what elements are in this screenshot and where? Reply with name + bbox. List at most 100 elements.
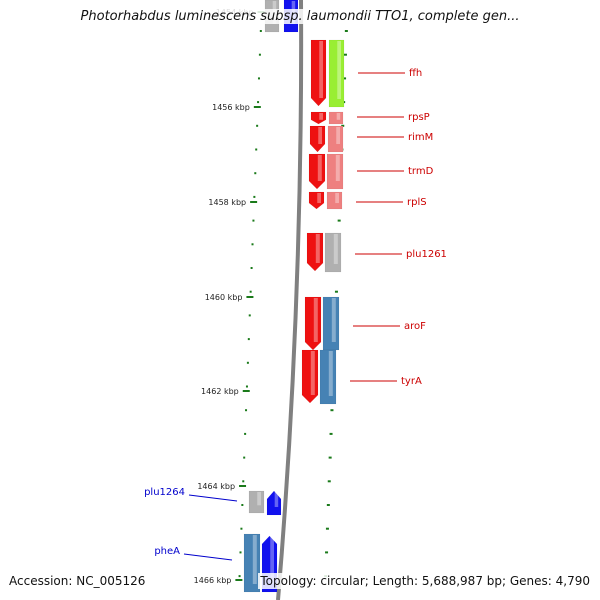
- gene-plu1261-arrow-highlight: [315, 234, 320, 263]
- gene-label-rpls[interactable]: rplS: [407, 197, 427, 208]
- gene-rpsp-partner-highlight: [336, 113, 341, 120]
- genes-layer: [243, 0, 345, 593]
- gene-arof-partner[interactable]: [322, 296, 340, 351]
- gene-ffh-partner[interactable]: [328, 39, 345, 108]
- gene-rimm-partner[interactable]: [327, 125, 344, 153]
- track-tick-dot: [328, 456, 332, 459]
- gene-plu1264-arrow-highlight: [274, 492, 279, 507]
- gene-trmd-arrow-highlight: [317, 155, 322, 181]
- gene-rpls-arrow-highlight: [317, 193, 321, 204]
- track-tick-dot: [243, 456, 246, 459]
- page-title: Photorhabdus luminescens subsp. laumondi…: [0, 9, 600, 24]
- gene-ffh-arrow[interactable]: [310, 39, 327, 107]
- scale-label: 1466 kbp: [194, 576, 232, 585]
- gene-rpls-partner[interactable]: [326, 191, 343, 210]
- track-tick-dot: [253, 195, 256, 198]
- gene-label-arof[interactable]: aroF: [404, 321, 426, 332]
- track-tick-dot: [249, 290, 252, 293]
- track-tick-dot: [257, 77, 260, 80]
- gene-arof-partner-highlight: [331, 298, 336, 342]
- track-tick-dot: [329, 432, 333, 435]
- track-tick-dot: [334, 290, 338, 293]
- track-tick-dot: [244, 432, 247, 435]
- gene-label-phea[interactable]: pheA: [154, 546, 180, 557]
- genome-summary-text: Topology: circular; Length: 5,688,987 bp…: [258, 573, 592, 589]
- track-tick-dot: [257, 101, 260, 104]
- track-tick-dot: [254, 172, 257, 175]
- gene-phea-partner-highlight: [252, 535, 257, 584]
- track-tick-dot: [330, 409, 334, 412]
- gene-plu1264-partner[interactable]: [248, 490, 265, 514]
- track-tick-dot: [240, 527, 243, 530]
- gene-arof-arrow[interactable]: [304, 296, 322, 351]
- track-tick-dot: [259, 30, 262, 32]
- gene-rpsp-partner[interactable]: [328, 111, 344, 125]
- track-tick-dot: [341, 124, 345, 127]
- track-tick-dot: [325, 551, 329, 554]
- gene-label-tyra[interactable]: tyrA: [401, 376, 422, 387]
- gene-plu1261-partner[interactable]: [324, 232, 342, 273]
- scale-major-tick: [250, 201, 258, 203]
- track-tick-dot: [238, 575, 241, 578]
- track-tick-dot: [326, 504, 330, 506]
- track-tick-dot: [248, 314, 251, 317]
- track-tick-dot: [256, 124, 259, 127]
- gene-plu1261-partner-highlight: [333, 234, 338, 264]
- gene-rpsp-arrow-highlight: [319, 113, 323, 120]
- gene-label-plu1264[interactable]: plu1264: [144, 487, 185, 498]
- scale-label: 1464 kbp: [197, 482, 235, 491]
- gene-rimm-arrow[interactable]: [309, 125, 326, 153]
- gene-tyra-arrow[interactable]: [301, 349, 319, 404]
- gene-rimm-partner-highlight: [336, 127, 340, 144]
- gene-plu1264-arrow[interactable]: [266, 490, 282, 516]
- track-tick-dot: [325, 527, 329, 530]
- accession-text: Accession: NC_005126: [7, 573, 148, 589]
- gene-trmd-arrow[interactable]: [308, 153, 326, 190]
- gene-label-ffh[interactable]: ffh: [409, 68, 422, 79]
- gene-ffh-arrow-highlight: [319, 41, 323, 98]
- track-tick-dot: [252, 219, 255, 222]
- gene-tyra-partner-highlight: [328, 351, 333, 396]
- gene-label-trmd[interactable]: trmD: [408, 166, 434, 177]
- track-tick-dot: [343, 53, 347, 56]
- track-tick-dot: [337, 219, 341, 222]
- gene-trmd-partner[interactable]: [326, 153, 344, 190]
- gene-rpsp-arrow[interactable]: [310, 111, 327, 125]
- scale-label: 1462 kbp: [201, 387, 239, 396]
- gene-label-rimm[interactable]: rimM: [408, 132, 433, 143]
- gene-arof-arrow-highlight: [313, 298, 318, 342]
- scale-label: 1460 kbp: [205, 293, 243, 302]
- scale-major-tick: [253, 106, 261, 108]
- gene-tyra-arrow-highlight: [310, 351, 315, 395]
- track-tick-dot: [343, 77, 347, 80]
- scale-label: 1456 kbp: [212, 103, 250, 112]
- gene-label-rpsp[interactable]: rpsP: [408, 112, 430, 123]
- track-tick-dot: [247, 338, 250, 341]
- gene-rpls-arrow[interactable]: [308, 191, 325, 210]
- gene-rpls-partner-highlight: [335, 193, 339, 204]
- track-tick-dot: [242, 480, 245, 483]
- scale-label: 1458 kbp: [208, 198, 246, 207]
- gene-phea-leader: [183, 553, 233, 561]
- track-tick-dot: [344, 30, 348, 32]
- gene-rimm-arrow-highlight: [318, 127, 322, 144]
- track-tick-dot: [258, 53, 261, 56]
- track-tick-dot: [246, 361, 249, 364]
- track-tick-dot: [251, 243, 254, 246]
- scale-major-tick: [239, 485, 247, 487]
- scale-major-tick: [235, 579, 243, 581]
- gene-tyra-partner[interactable]: [319, 349, 337, 405]
- gene-plu1264-leader: [188, 494, 238, 502]
- gene-trmd-partner-highlight: [335, 155, 340, 181]
- gene-phea-arrow-highlight: [270, 537, 274, 584]
- gene-plu1261-arrow[interactable]: [306, 232, 324, 272]
- track-tick-dot: [255, 148, 258, 151]
- gene-phea-partner[interactable]: [243, 533, 261, 593]
- track-tick-dot: [245, 385, 248, 388]
- chromosome-backbone: [276, 0, 304, 600]
- scale-major-tick: [246, 296, 254, 298]
- track-tick-dot: [245, 409, 248, 412]
- gene-label-plu1261[interactable]: plu1261: [406, 249, 447, 260]
